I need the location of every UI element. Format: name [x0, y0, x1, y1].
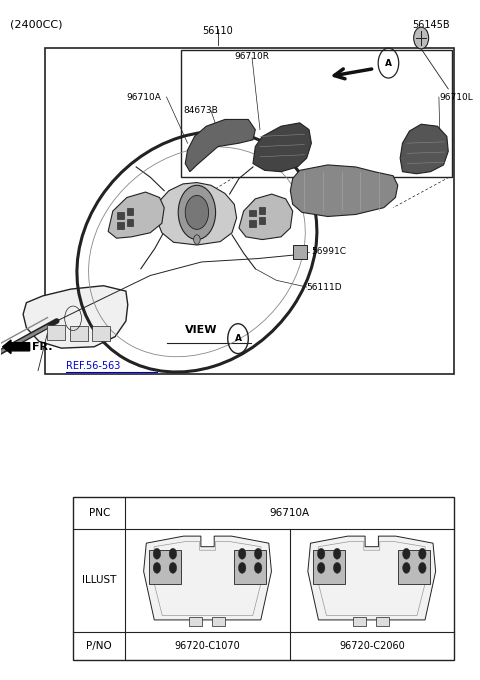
Bar: [293, 245, 307, 258]
Bar: [234, 550, 266, 583]
Polygon shape: [239, 194, 293, 239]
Bar: [127, 208, 133, 215]
Circle shape: [169, 562, 177, 573]
Text: 96710L: 96710L: [440, 92, 474, 101]
Polygon shape: [308, 536, 436, 620]
Text: REF.56-563: REF.56-563: [66, 360, 120, 371]
Circle shape: [254, 548, 262, 559]
Text: 96710A: 96710A: [127, 92, 162, 101]
Text: (2400CC): (2400CC): [10, 20, 62, 30]
Text: 96710R: 96710R: [234, 52, 269, 61]
Bar: [127, 219, 133, 226]
Polygon shape: [185, 120, 255, 172]
Bar: [118, 211, 124, 218]
Text: 56991C: 56991C: [312, 248, 347, 256]
Bar: [259, 217, 265, 224]
Circle shape: [185, 195, 209, 229]
Text: 56110: 56110: [203, 27, 233, 37]
Bar: [376, 617, 389, 626]
Bar: [313, 550, 345, 583]
Polygon shape: [253, 123, 312, 172]
Text: A: A: [385, 58, 392, 67]
Bar: [149, 550, 181, 583]
Polygon shape: [108, 192, 164, 238]
Circle shape: [419, 562, 426, 573]
Bar: [189, 617, 202, 626]
Text: PNC: PNC: [89, 508, 110, 518]
Circle shape: [193, 235, 200, 244]
Polygon shape: [23, 286, 128, 348]
Circle shape: [153, 548, 161, 559]
Text: A: A: [235, 334, 241, 343]
Text: FR.: FR.: [33, 342, 53, 352]
Text: 96710A: 96710A: [270, 508, 310, 518]
Circle shape: [317, 562, 325, 573]
Circle shape: [403, 562, 410, 573]
Circle shape: [334, 548, 341, 559]
Text: 96720-C2060: 96720-C2060: [339, 641, 405, 651]
Bar: [212, 617, 225, 626]
Bar: [259, 207, 265, 214]
Text: 56145B: 56145B: [412, 20, 449, 30]
Bar: [45, 48, 454, 374]
Circle shape: [239, 548, 246, 559]
Bar: [118, 222, 124, 228]
Text: P/NO: P/NO: [86, 641, 112, 651]
Text: 56111D: 56111D: [307, 283, 342, 292]
Polygon shape: [157, 182, 237, 245]
Circle shape: [334, 562, 341, 573]
Circle shape: [403, 548, 410, 559]
Polygon shape: [290, 165, 398, 216]
Circle shape: [153, 562, 161, 573]
Bar: [180, 50, 452, 177]
Bar: [48, 325, 65, 340]
Bar: [353, 617, 366, 626]
Polygon shape: [400, 124, 448, 174]
Text: VIEW: VIEW: [185, 324, 218, 335]
Bar: [73, 498, 454, 660]
Bar: [92, 326, 109, 341]
Circle shape: [317, 548, 325, 559]
Text: 84673B: 84673B: [183, 106, 217, 115]
Circle shape: [414, 27, 429, 49]
Text: ILLUST: ILLUST: [82, 575, 117, 585]
Bar: [249, 209, 256, 216]
Circle shape: [169, 548, 177, 559]
Bar: [249, 220, 256, 226]
Polygon shape: [144, 536, 272, 620]
Circle shape: [419, 548, 426, 559]
Bar: [70, 326, 87, 341]
Text: 96720-C1070: 96720-C1070: [175, 641, 240, 651]
FancyArrow shape: [2, 340, 30, 354]
Circle shape: [254, 562, 262, 573]
Bar: [398, 550, 431, 583]
Circle shape: [239, 562, 246, 573]
Circle shape: [178, 185, 216, 239]
